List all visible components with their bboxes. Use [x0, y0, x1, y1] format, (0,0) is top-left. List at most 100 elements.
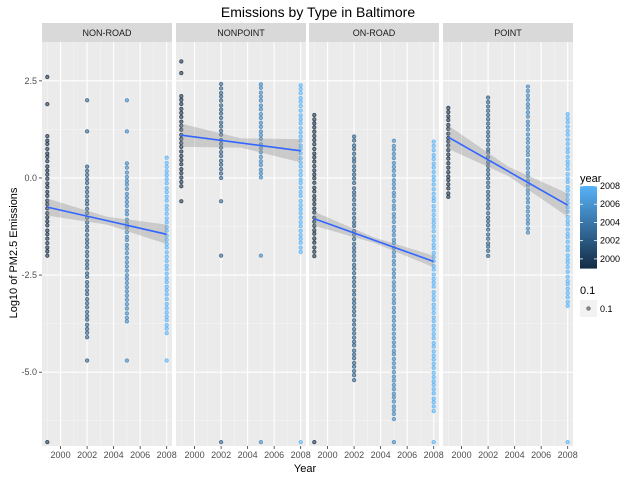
data-point — [84, 228, 90, 233]
data-point — [218, 153, 224, 159]
data-point — [218, 111, 224, 116]
data-point — [485, 241, 491, 246]
data-point — [298, 236, 303, 242]
data-point — [179, 114, 184, 120]
colorbar-segment — [580, 239, 597, 242]
y-tick-label: 0.0 — [24, 173, 37, 183]
data-point — [45, 74, 50, 80]
colorbar-segment — [580, 253, 597, 257]
colorbar-segment — [580, 263, 597, 267]
data-point — [565, 162, 570, 168]
data-point — [431, 224, 436, 230]
data-point — [525, 205, 531, 210]
colorbar-segment — [580, 243, 597, 247]
colorbar-segment — [580, 198, 597, 201]
data-point — [351, 300, 357, 306]
data-point — [351, 206, 357, 212]
data-point — [312, 180, 317, 185]
data-point — [525, 200, 531, 205]
data-point — [525, 230, 531, 235]
gridlines — [42, 42, 172, 446]
data-point — [351, 211, 357, 216]
data-point — [124, 264, 130, 269]
colorbar-segment — [580, 208, 597, 212]
legend: year 2008 2006 2004 2002 2000 0.1 0.1 — [580, 173, 620, 317]
data-point — [124, 229, 130, 235]
data-point — [164, 254, 169, 259]
data-point — [164, 288, 169, 293]
data-point — [391, 194, 397, 199]
data-point — [312, 137, 317, 143]
data-point — [218, 171, 224, 176]
data-point — [565, 222, 570, 227]
data-point — [218, 115, 224, 120]
colorbar-segment — [580, 265, 597, 269]
data-point — [431, 391, 436, 396]
data-point — [298, 439, 303, 445]
data-point — [446, 186, 451, 191]
data-point — [258, 82, 264, 87]
data-point — [84, 271, 90, 276]
data-point — [431, 400, 436, 405]
data-point — [431, 382, 436, 388]
data-point — [258, 90, 264, 95]
data-point — [258, 146, 264, 151]
x-tick-label: 2000 — [51, 450, 71, 460]
data-point — [565, 184, 570, 190]
data-point — [312, 172, 317, 177]
data-point — [179, 110, 184, 116]
data-point — [431, 284, 436, 289]
data-point — [124, 250, 130, 256]
data-point — [84, 280, 90, 285]
data-point — [298, 156, 303, 161]
data-point — [391, 327, 397, 332]
data-point — [124, 165, 130, 170]
data-point — [164, 258, 169, 264]
data-point — [525, 152, 531, 158]
data-point — [84, 274, 90, 280]
data-point — [298, 180, 303, 186]
data-point — [258, 150, 264, 155]
data-point — [258, 162, 264, 168]
data-point — [351, 356, 357, 361]
data-point — [431, 323, 436, 328]
data-point — [351, 327, 357, 332]
data-point — [312, 223, 317, 229]
colorbar-segment — [580, 206, 597, 210]
data-point — [124, 297, 130, 302]
data-point — [431, 370, 436, 375]
data-point — [391, 365, 397, 370]
data-point — [431, 217, 436, 222]
data-point — [298, 203, 303, 208]
data-point — [485, 133, 491, 139]
data-point — [124, 260, 130, 265]
data-point — [312, 210, 317, 215]
data-point — [298, 228, 303, 233]
data-point — [312, 240, 317, 245]
data-point — [525, 84, 531, 89]
data-point — [565, 257, 570, 262]
panel-background — [42, 42, 172, 446]
data-point — [164, 203, 169, 208]
colorbar-segment — [580, 194, 597, 197]
data-point — [565, 111, 570, 117]
data-point — [258, 175, 264, 180]
data-point — [124, 186, 130, 192]
data-point — [431, 404, 436, 409]
data-point — [391, 297, 397, 302]
data-point — [565, 205, 570, 210]
data-point — [351, 151, 357, 156]
data-point — [124, 293, 130, 298]
data-point — [485, 108, 491, 113]
data-point — [164, 267, 169, 272]
data-point — [391, 340, 397, 345]
data-point — [124, 319, 130, 324]
data-point — [164, 177, 169, 182]
colorbar-label: 2006 — [600, 199, 620, 209]
data-point — [312, 245, 317, 250]
data-point — [431, 182, 436, 187]
facet-strip-label: NON-ROAD — [83, 28, 132, 38]
data-point — [298, 233, 303, 238]
data-point — [391, 198, 397, 204]
